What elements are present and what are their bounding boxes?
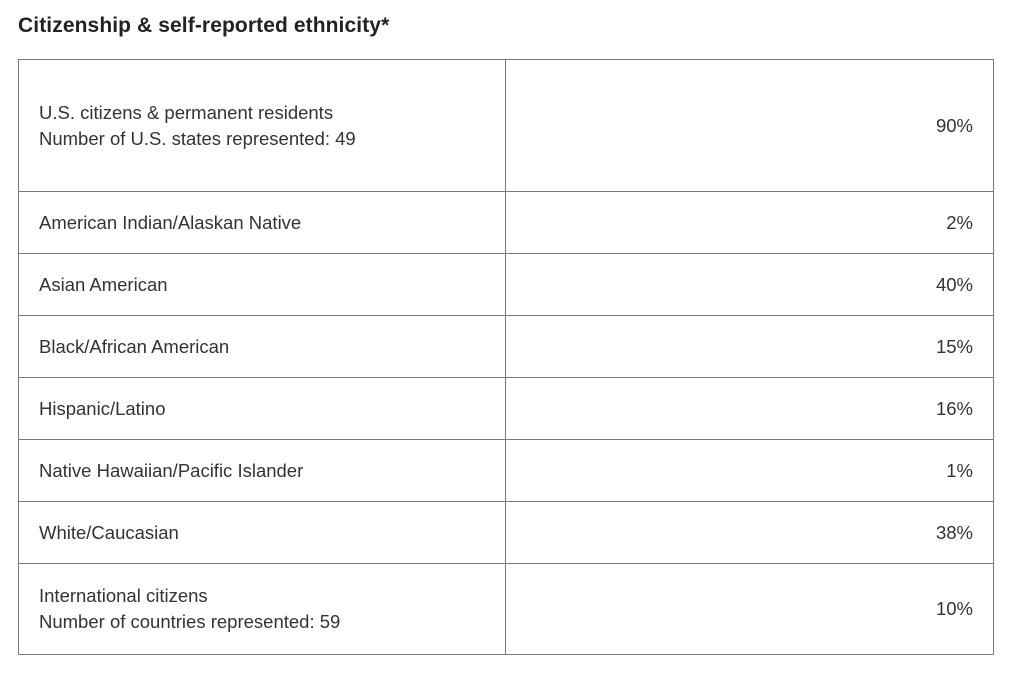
row-label: Black/African American — [18, 315, 506, 378]
row-label: U.S. citizens & permanent residents — [39, 101, 334, 123]
row-label: International citizens — [39, 585, 208, 606]
row-label: White/Caucasian — [18, 501, 506, 564]
table-row-asian-american: Asian American 40% — [18, 253, 994, 316]
row-value: 10% — [505, 563, 994, 655]
row-label: American Indian/Alaskan Native — [18, 191, 506, 254]
row-sublabel: Number of countries represented: 59 — [39, 611, 341, 632]
row-sublabel: Number of U.S. states represented: 49 — [39, 127, 356, 149]
row-value: 1% — [505, 439, 994, 502]
row-label: Native Hawaiian/Pacific Islander — [18, 439, 506, 502]
row-label-cell: International citizens Number of countri… — [18, 563, 506, 655]
row-label: Hispanic/Latino — [18, 377, 506, 440]
table-row-black-african-american: Black/African American 15% — [18, 315, 994, 378]
row-value: 38% — [505, 501, 994, 564]
citizenship-ethnicity-table: U.S. citizens & permanent residents Numb… — [18, 59, 994, 655]
table-row-international-citizens: International citizens Number of countri… — [18, 563, 994, 655]
row-label-cell: U.S. citizens & permanent residents Numb… — [18, 59, 506, 192]
section-title: Citizenship & self-reported ethnicity* — [18, 14, 390, 37]
row-value: 90% — [505, 59, 994, 192]
row-value: 2% — [505, 191, 994, 254]
row-value: 15% — [505, 315, 994, 378]
table-row-native-hawaiian: Native Hawaiian/Pacific Islander 1% — [18, 439, 994, 502]
row-value: 40% — [505, 253, 994, 316]
table-row-white-caucasian: White/Caucasian 38% — [18, 501, 994, 564]
table-row-american-indian: American Indian/Alaskan Native 2% — [18, 191, 994, 254]
row-label: Asian American — [18, 253, 506, 316]
table-row-hispanic-latino: Hispanic/Latino 16% — [18, 377, 994, 440]
row-value: 16% — [505, 377, 994, 440]
table-row-us-citizens: U.S. citizens & permanent residents Numb… — [18, 59, 994, 192]
